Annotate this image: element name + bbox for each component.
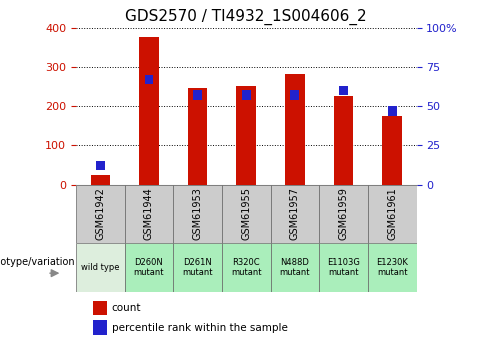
Text: R320C
mutant: R320C mutant [231, 258, 262, 277]
Bar [291, 90, 299, 100]
Text: GSM61961: GSM61961 [387, 188, 397, 240]
Bar [173, 243, 222, 292]
Bar [388, 106, 396, 116]
Text: GSM61957: GSM61957 [290, 187, 300, 240]
Bar [339, 86, 348, 95]
Text: N488D
mutant: N488D mutant [280, 258, 310, 277]
Bar [173, 185, 222, 243]
Bar [368, 243, 416, 292]
Text: percentile rank within the sample: percentile rank within the sample [112, 323, 288, 333]
Text: GSM61942: GSM61942 [95, 187, 105, 240]
Bar [91, 175, 110, 185]
Text: GSM61955: GSM61955 [241, 187, 251, 240]
Bar [222, 243, 270, 292]
Bar [242, 90, 250, 100]
Bar [368, 185, 416, 243]
Bar [139, 37, 159, 185]
Bar [382, 116, 402, 185]
Bar [76, 243, 124, 292]
Bar [93, 320, 107, 335]
Bar [96, 161, 105, 170]
Bar [145, 75, 153, 84]
Bar [188, 88, 207, 185]
Bar [285, 73, 305, 185]
Bar [193, 90, 202, 100]
Text: E1103G
mutant: E1103G mutant [327, 258, 360, 277]
Text: GSM61959: GSM61959 [339, 187, 348, 240]
Bar [93, 301, 107, 315]
Bar [270, 243, 319, 292]
Text: genotype/variation: genotype/variation [0, 257, 75, 267]
Text: wild type: wild type [81, 263, 120, 272]
Bar [124, 243, 173, 292]
Text: GSM61944: GSM61944 [144, 188, 154, 240]
Text: D260N
mutant: D260N mutant [134, 258, 164, 277]
Bar [319, 243, 368, 292]
Title: GDS2570 / TI4932_1S004606_2: GDS2570 / TI4932_1S004606_2 [125, 9, 367, 25]
Text: E1230K
mutant: E1230K mutant [376, 258, 408, 277]
Text: count: count [112, 303, 141, 313]
Bar [270, 185, 319, 243]
Text: GSM61953: GSM61953 [193, 187, 202, 240]
Bar [319, 185, 368, 243]
Bar [222, 185, 270, 243]
Bar [124, 185, 173, 243]
Text: D261N
mutant: D261N mutant [182, 258, 213, 277]
Bar [237, 87, 256, 185]
Bar [76, 185, 124, 243]
Bar [334, 96, 353, 185]
